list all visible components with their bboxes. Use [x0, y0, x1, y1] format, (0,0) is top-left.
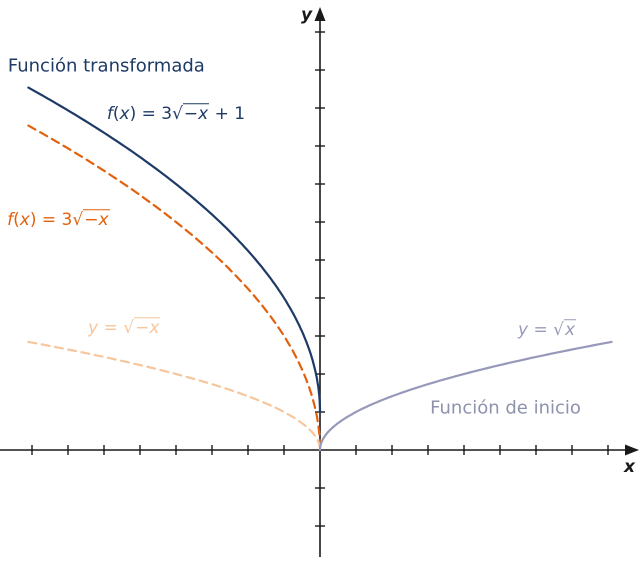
curve-3sqrt-negx	[27, 124, 322, 452]
y-axis-label: y	[301, 5, 313, 25]
x-axis-label: x	[623, 457, 636, 477]
y-axis-arrow	[314, 7, 326, 21]
curve-transformed-plus1	[27, 86, 322, 414]
curve-sqrt-x	[318, 340, 613, 452]
curve-sqrt-negx	[27, 340, 322, 452]
x-axis-arrow	[625, 444, 639, 456]
